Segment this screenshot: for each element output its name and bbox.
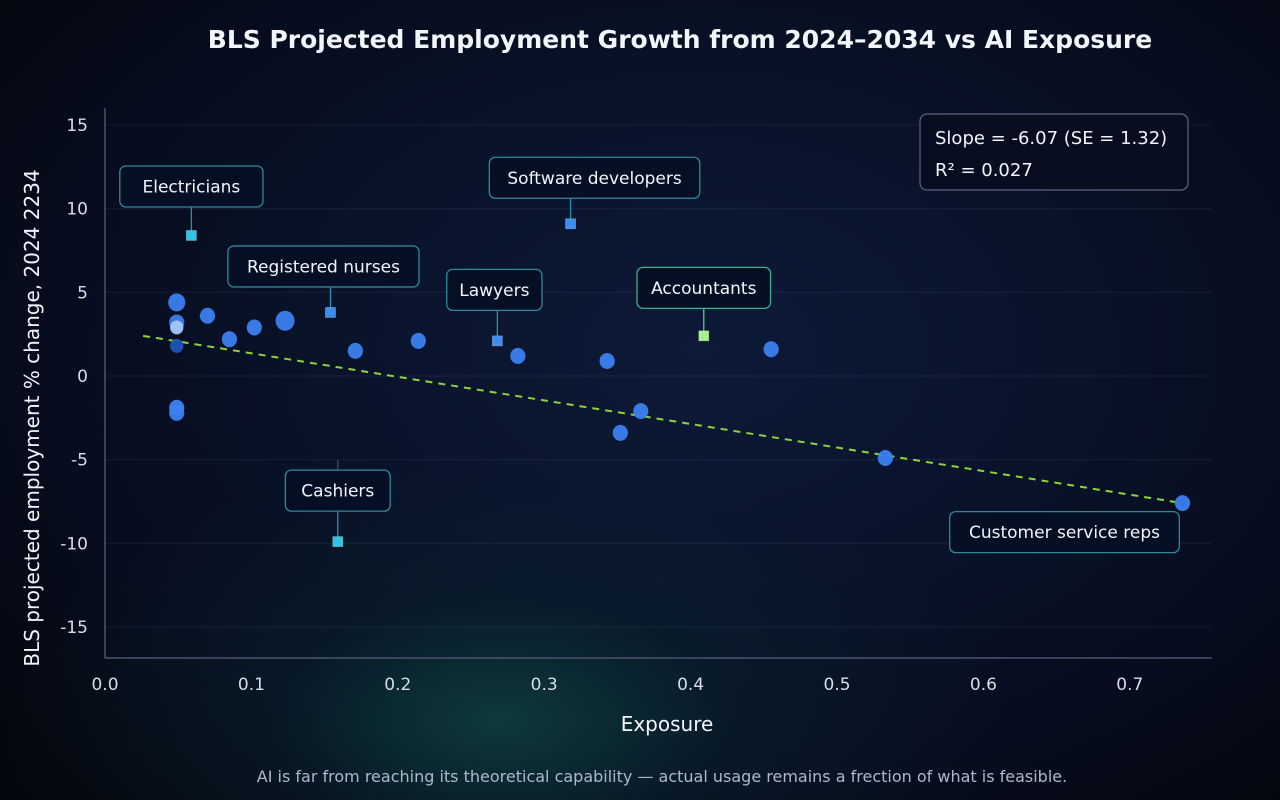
data-point: [170, 320, 184, 335]
labeled-point: [491, 335, 503, 347]
data-point: [246, 319, 262, 336]
labeled-point: [332, 536, 344, 548]
data-point: [347, 342, 363, 359]
data-point: [169, 404, 185, 421]
annotation-box: [446, 268, 543, 312]
y-tick-label: -10: [60, 534, 88, 554]
data-point: [221, 331, 238, 348]
annotation-box: [636, 266, 772, 309]
y-tick-label: -5: [71, 451, 88, 471]
data-point: [1174, 495, 1191, 512]
x-tick-label: 0.0: [91, 675, 118, 695]
labeled-point: [185, 230, 197, 241]
annotation-cashiers: Cashiers: [284, 460, 391, 548]
annotation-label: Electricians: [142, 177, 240, 197]
data-point: [275, 310, 295, 331]
trend-line: [142, 334, 1183, 505]
y-tick-label: 0: [77, 367, 88, 387]
data-point: [612, 424, 628, 441]
data-point: [599, 352, 615, 369]
data-point: [168, 293, 186, 312]
y-tick-label: 10: [66, 200, 88, 220]
y-tick-label: -15: [60, 618, 88, 638]
x-tick-label: 0.4: [677, 675, 704, 695]
annotation-registered-nurses: Registered nurses: [227, 245, 420, 318]
annotation-box: [949, 510, 1180, 554]
annotation-software-developers: Software developers: [488, 156, 701, 230]
annotation-box: [119, 165, 264, 208]
x-tick-label: 0.3: [531, 675, 558, 695]
y-tick-labels: 15 10 5 0 -5 -10 -15: [60, 116, 88, 638]
x-tick-label: 0.7: [1116, 675, 1143, 695]
annotation-label: Registered nurses: [247, 257, 400, 277]
data-point: [633, 403, 649, 420]
y-axis-label: BLS projected employment % change, 2024 …: [20, 169, 44, 666]
annotation-electricians: Electricians: [119, 165, 264, 241]
annotation-label: Software developers: [507, 169, 681, 189]
annotation-label: Accountants: [651, 279, 756, 299]
annotation-customer-service-reps: Customer service reps: [949, 510, 1180, 554]
x-tick-label: 0.5: [823, 675, 850, 695]
annotations: Electricians Software developers Registere…: [119, 156, 1180, 554]
data-point: [199, 307, 216, 324]
data-point: [510, 347, 526, 364]
x-axis-label: Exposure: [621, 712, 714, 736]
y-tick-label: 15: [66, 116, 88, 136]
annotation-label: Cashiers: [301, 482, 374, 502]
x-tick-labels: 0.0 0.1 0.2 0.3 0.4 0.5 0.6 0.7: [91, 675, 1143, 695]
x-tick-label: 0.1: [238, 675, 265, 695]
slope-text: Slope = -6.07 (SE = 1.32): [935, 128, 1167, 149]
x-tick-label: 0.6: [970, 675, 997, 695]
data-point: [170, 338, 184, 353]
annotation-accountants: Accountants: [636, 266, 772, 342]
data-points: [168, 293, 1191, 512]
annotation-box: [284, 469, 391, 512]
r2-text: R² = 0.027: [935, 160, 1033, 181]
labeled-point: [325, 307, 336, 318]
stats-box-frame: [919, 113, 1189, 191]
data-point: [410, 332, 426, 349]
footnote: AI is far from reaching its theoretical …: [257, 767, 1067, 786]
data-point: [763, 341, 779, 358]
x-tick-label: 0.2: [384, 675, 411, 695]
annotation-lawyers: Lawyers: [446, 268, 543, 347]
annotation-box: [488, 156, 701, 199]
annotation-label: Lawyers: [459, 281, 529, 301]
annotation-box: [227, 245, 420, 288]
annotation-label: Customer service reps: [969, 523, 1160, 543]
labeled-point: [698, 330, 710, 342]
data-point: [877, 449, 893, 466]
stats-box: Slope = -6.07 (SE = 1.32) R² = 0.027: [919, 113, 1189, 191]
labeled-point: [565, 218, 576, 230]
chart-title: BLS Projected Employment Growth from 202…: [208, 25, 1152, 54]
y-tick-label: 5: [77, 283, 88, 303]
